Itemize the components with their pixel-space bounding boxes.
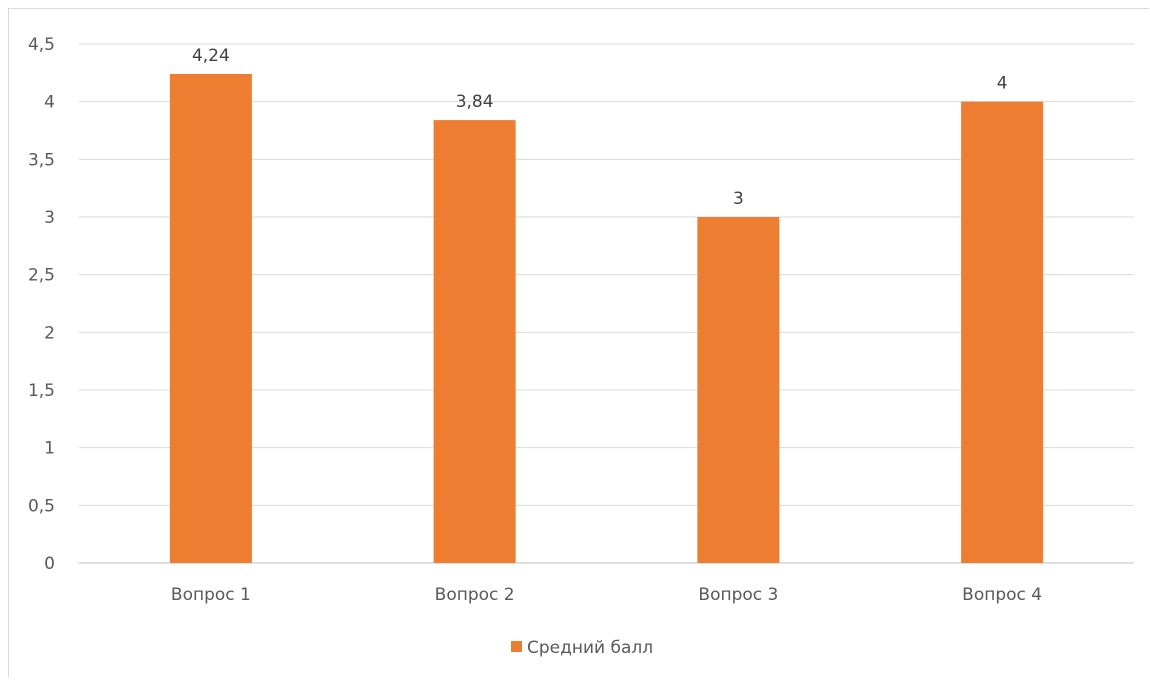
bar [169, 73, 252, 563]
data-label: 4,24 [192, 46, 230, 66]
data-label: 3 [733, 189, 744, 209]
y-tick-label: 4,5 [28, 35, 55, 55]
y-tick-label: 0,5 [28, 496, 55, 516]
y-tick-label: 1,5 [28, 381, 55, 401]
y-tick-label: 3 [44, 208, 55, 228]
x-tick-label: Вопрос 4 [962, 585, 1042, 605]
legend-label: Средний балл [527, 638, 653, 658]
y-tick-label: 2 [44, 323, 55, 343]
y-tick-label: 0 [44, 554, 55, 574]
x-tick-label: Вопрос 1 [171, 585, 251, 605]
data-labels: 4,24 3,84 3 4 [192, 46, 1008, 209]
x-tick-label: Вопрос 2 [435, 585, 515, 605]
bar [697, 217, 780, 563]
data-label: 4 [997, 74, 1008, 94]
bars [169, 73, 1044, 564]
legend: Средний балл [511, 638, 653, 658]
y-axis-tick-labels: 0 0,5 1 1,5 2 2,5 3 3,5 4 4,5 [28, 35, 55, 574]
y-tick-label: 1 [44, 439, 55, 459]
y-tick-label: 3,5 [28, 150, 55, 170]
x-axis-tick-labels: Вопрос 1 Вопрос 2 Вопрос 3 Вопрос 4 [171, 585, 1042, 605]
gridlines [79, 43, 1134, 564]
bar [961, 101, 1044, 564]
bar [433, 120, 516, 564]
data-label: 3,84 [456, 92, 494, 112]
y-tick-label: 2,5 [28, 266, 55, 286]
x-tick-label: Вопрос 3 [698, 585, 778, 605]
y-tick-label: 4 [44, 93, 55, 113]
legend-swatch [511, 641, 522, 652]
